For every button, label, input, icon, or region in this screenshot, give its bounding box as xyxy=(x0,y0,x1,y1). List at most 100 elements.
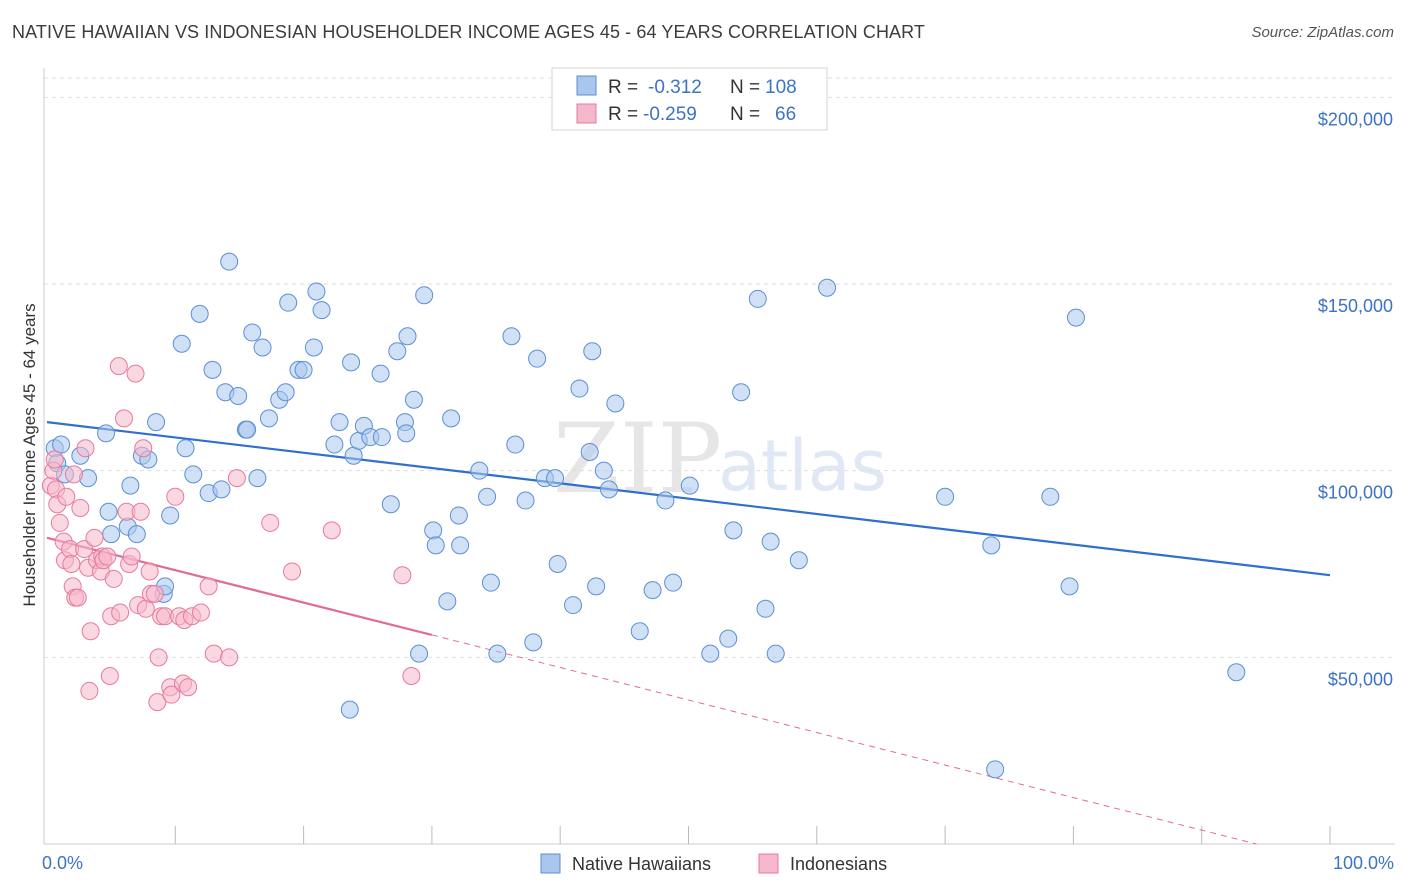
indonesian-point-59 xyxy=(220,648,239,667)
indonesian-point-43 xyxy=(145,584,164,603)
legend-r-label-1: R = xyxy=(608,77,638,98)
bottom-legend-swatch-blue xyxy=(540,853,561,874)
native-hawaiian-point-19 xyxy=(176,439,195,458)
indonesian-point-65 xyxy=(402,667,421,685)
legend-swatch-blue xyxy=(576,75,597,96)
gridlines xyxy=(44,77,1395,658)
bottom-legend-indonesians: Indonesians xyxy=(790,854,887,874)
native-hawaiian-point-83 xyxy=(630,622,649,641)
native-hawaiian-point-82 xyxy=(606,394,625,413)
native-hawaiian-point-43 xyxy=(330,413,349,432)
y-tick-label-3: $200,000 xyxy=(1318,109,1393,129)
native-hawaiian-point-75 xyxy=(564,596,583,615)
indonesian-point-49 xyxy=(162,685,181,704)
native-hawaiian-point-99 xyxy=(982,536,1001,555)
native-hawaiian-point-8 xyxy=(102,525,121,544)
native-hawaiian-point-49 xyxy=(371,364,390,383)
native-hawaiian-point-106 xyxy=(372,428,391,447)
native-hawaiian-point-41 xyxy=(312,301,331,320)
native-hawaiian-point-51 xyxy=(388,342,407,361)
native-hawaiian-point-33 xyxy=(259,409,278,428)
native-hawaiian-point-10 xyxy=(121,476,140,495)
native-hawaiian-point-11 xyxy=(127,525,146,544)
watermark: ZIP atlas xyxy=(553,403,887,515)
native-hawaiian-point-27 xyxy=(229,387,248,405)
bottom-legend-native-hawaiians: Native Hawaiians xyxy=(572,854,711,874)
native-hawaiian-point-94 xyxy=(761,532,780,551)
indonesian-point-16 xyxy=(75,540,94,559)
indonesian-point-5 xyxy=(50,513,69,532)
indonesian-point-29 xyxy=(104,569,123,588)
native-hawaiian-point-40 xyxy=(307,282,326,301)
indonesian-point-32 xyxy=(114,409,133,428)
indonesian-point-61 xyxy=(261,513,280,532)
native-hawaiian-point-102 xyxy=(1060,577,1079,596)
indonesian-point-54 xyxy=(179,678,198,697)
native-hawaiian-point-66 xyxy=(488,644,507,663)
native-hawaiian-point-21 xyxy=(190,304,209,323)
native-hawaiian-point-62 xyxy=(451,536,470,555)
indonesian-point-63 xyxy=(322,521,341,540)
native-hawaiian-point-95 xyxy=(766,644,785,663)
native-hawaiian-point-7 xyxy=(99,502,118,521)
native-hawaiian-point-93 xyxy=(756,599,775,618)
native-hawaiian-point-56 xyxy=(415,286,434,305)
indonesian-point-8 xyxy=(57,487,76,506)
native-hawaiian-point-38 xyxy=(294,360,313,379)
native-hawaiian-point-23 xyxy=(203,360,222,379)
native-hawaiian-point-98 xyxy=(936,487,955,506)
chart-title: NATIVE HAWAIIAN VS INDONESIAN HOUSEHOLDE… xyxy=(12,22,926,42)
legend-n-value-1: 108 xyxy=(765,77,797,98)
legend-n-label-2: N = xyxy=(730,104,760,125)
native-hawaiian-point-26 xyxy=(220,252,239,271)
indonesian-point-41 xyxy=(140,562,159,581)
native-hawaiian-point-60 xyxy=(442,409,461,428)
native-hawaiian-point-31 xyxy=(248,469,267,488)
indonesian-point-27 xyxy=(100,667,119,685)
source-credit: Source: ZipAtlas.com xyxy=(1251,24,1394,41)
native-hawaiian-point-29 xyxy=(238,420,257,439)
native-hawaiian-point-50 xyxy=(381,495,400,514)
native-hawaiian-point-59 xyxy=(438,592,457,611)
native-hawaiian-point-45 xyxy=(344,446,363,465)
native-hawaiian-point-30 xyxy=(243,323,262,342)
indonesian-point-26 xyxy=(98,547,117,566)
indonesian-point-20 xyxy=(80,681,99,700)
indonesian-point-2 xyxy=(45,450,64,469)
legend-r-value-1: -0.312 xyxy=(648,77,702,98)
watermark-zip: ZIP xyxy=(553,403,722,515)
indonesian-point-56 xyxy=(191,603,210,622)
native-hawaiian-regression-line xyxy=(46,421,1331,577)
native-hawaiian-point-89 xyxy=(719,629,738,648)
native-hawaiian-point-67 xyxy=(502,327,521,346)
data-points xyxy=(41,252,1246,779)
indonesian-point-10 xyxy=(62,555,81,573)
native-hawaiian-point-32 xyxy=(253,338,272,357)
native-hawaiian-point-24 xyxy=(212,480,231,499)
native-hawaiian-point-71 xyxy=(528,349,547,368)
indonesian-point-60 xyxy=(227,469,246,488)
native-hawaiian-point-63 xyxy=(470,461,489,480)
native-hawaiian-point-91 xyxy=(732,383,751,402)
bottom-legend: Native Hawaiians Indonesians xyxy=(540,853,887,874)
native-hawaiian-point-65 xyxy=(481,573,500,592)
native-hawaiian-point-61 xyxy=(449,506,468,525)
native-hawaiian-point-96 xyxy=(789,551,808,570)
native-hawaiian-point-81 xyxy=(599,480,618,499)
native-hawaiian-point-54 xyxy=(404,390,423,409)
native-hawaiian-point-92 xyxy=(748,289,767,308)
y-tick-label-0: $50,000 xyxy=(1328,669,1393,689)
indonesian-regression-extension xyxy=(431,634,1257,845)
native-hawaiian-point-20 xyxy=(184,465,203,484)
legend-swatch-pink xyxy=(576,103,597,124)
indonesian-point-36 xyxy=(126,364,145,383)
indonesian-point-31 xyxy=(111,603,130,622)
native-hawaiian-point-35 xyxy=(276,383,295,402)
legend-box xyxy=(551,67,828,131)
indonesian-point-39 xyxy=(134,439,153,458)
native-hawaiian-point-90 xyxy=(724,521,743,540)
native-hawaiian-point-73 xyxy=(546,469,565,488)
native-hawaiian-point-55 xyxy=(410,644,429,663)
native-hawaiian-point-86 xyxy=(664,573,683,592)
